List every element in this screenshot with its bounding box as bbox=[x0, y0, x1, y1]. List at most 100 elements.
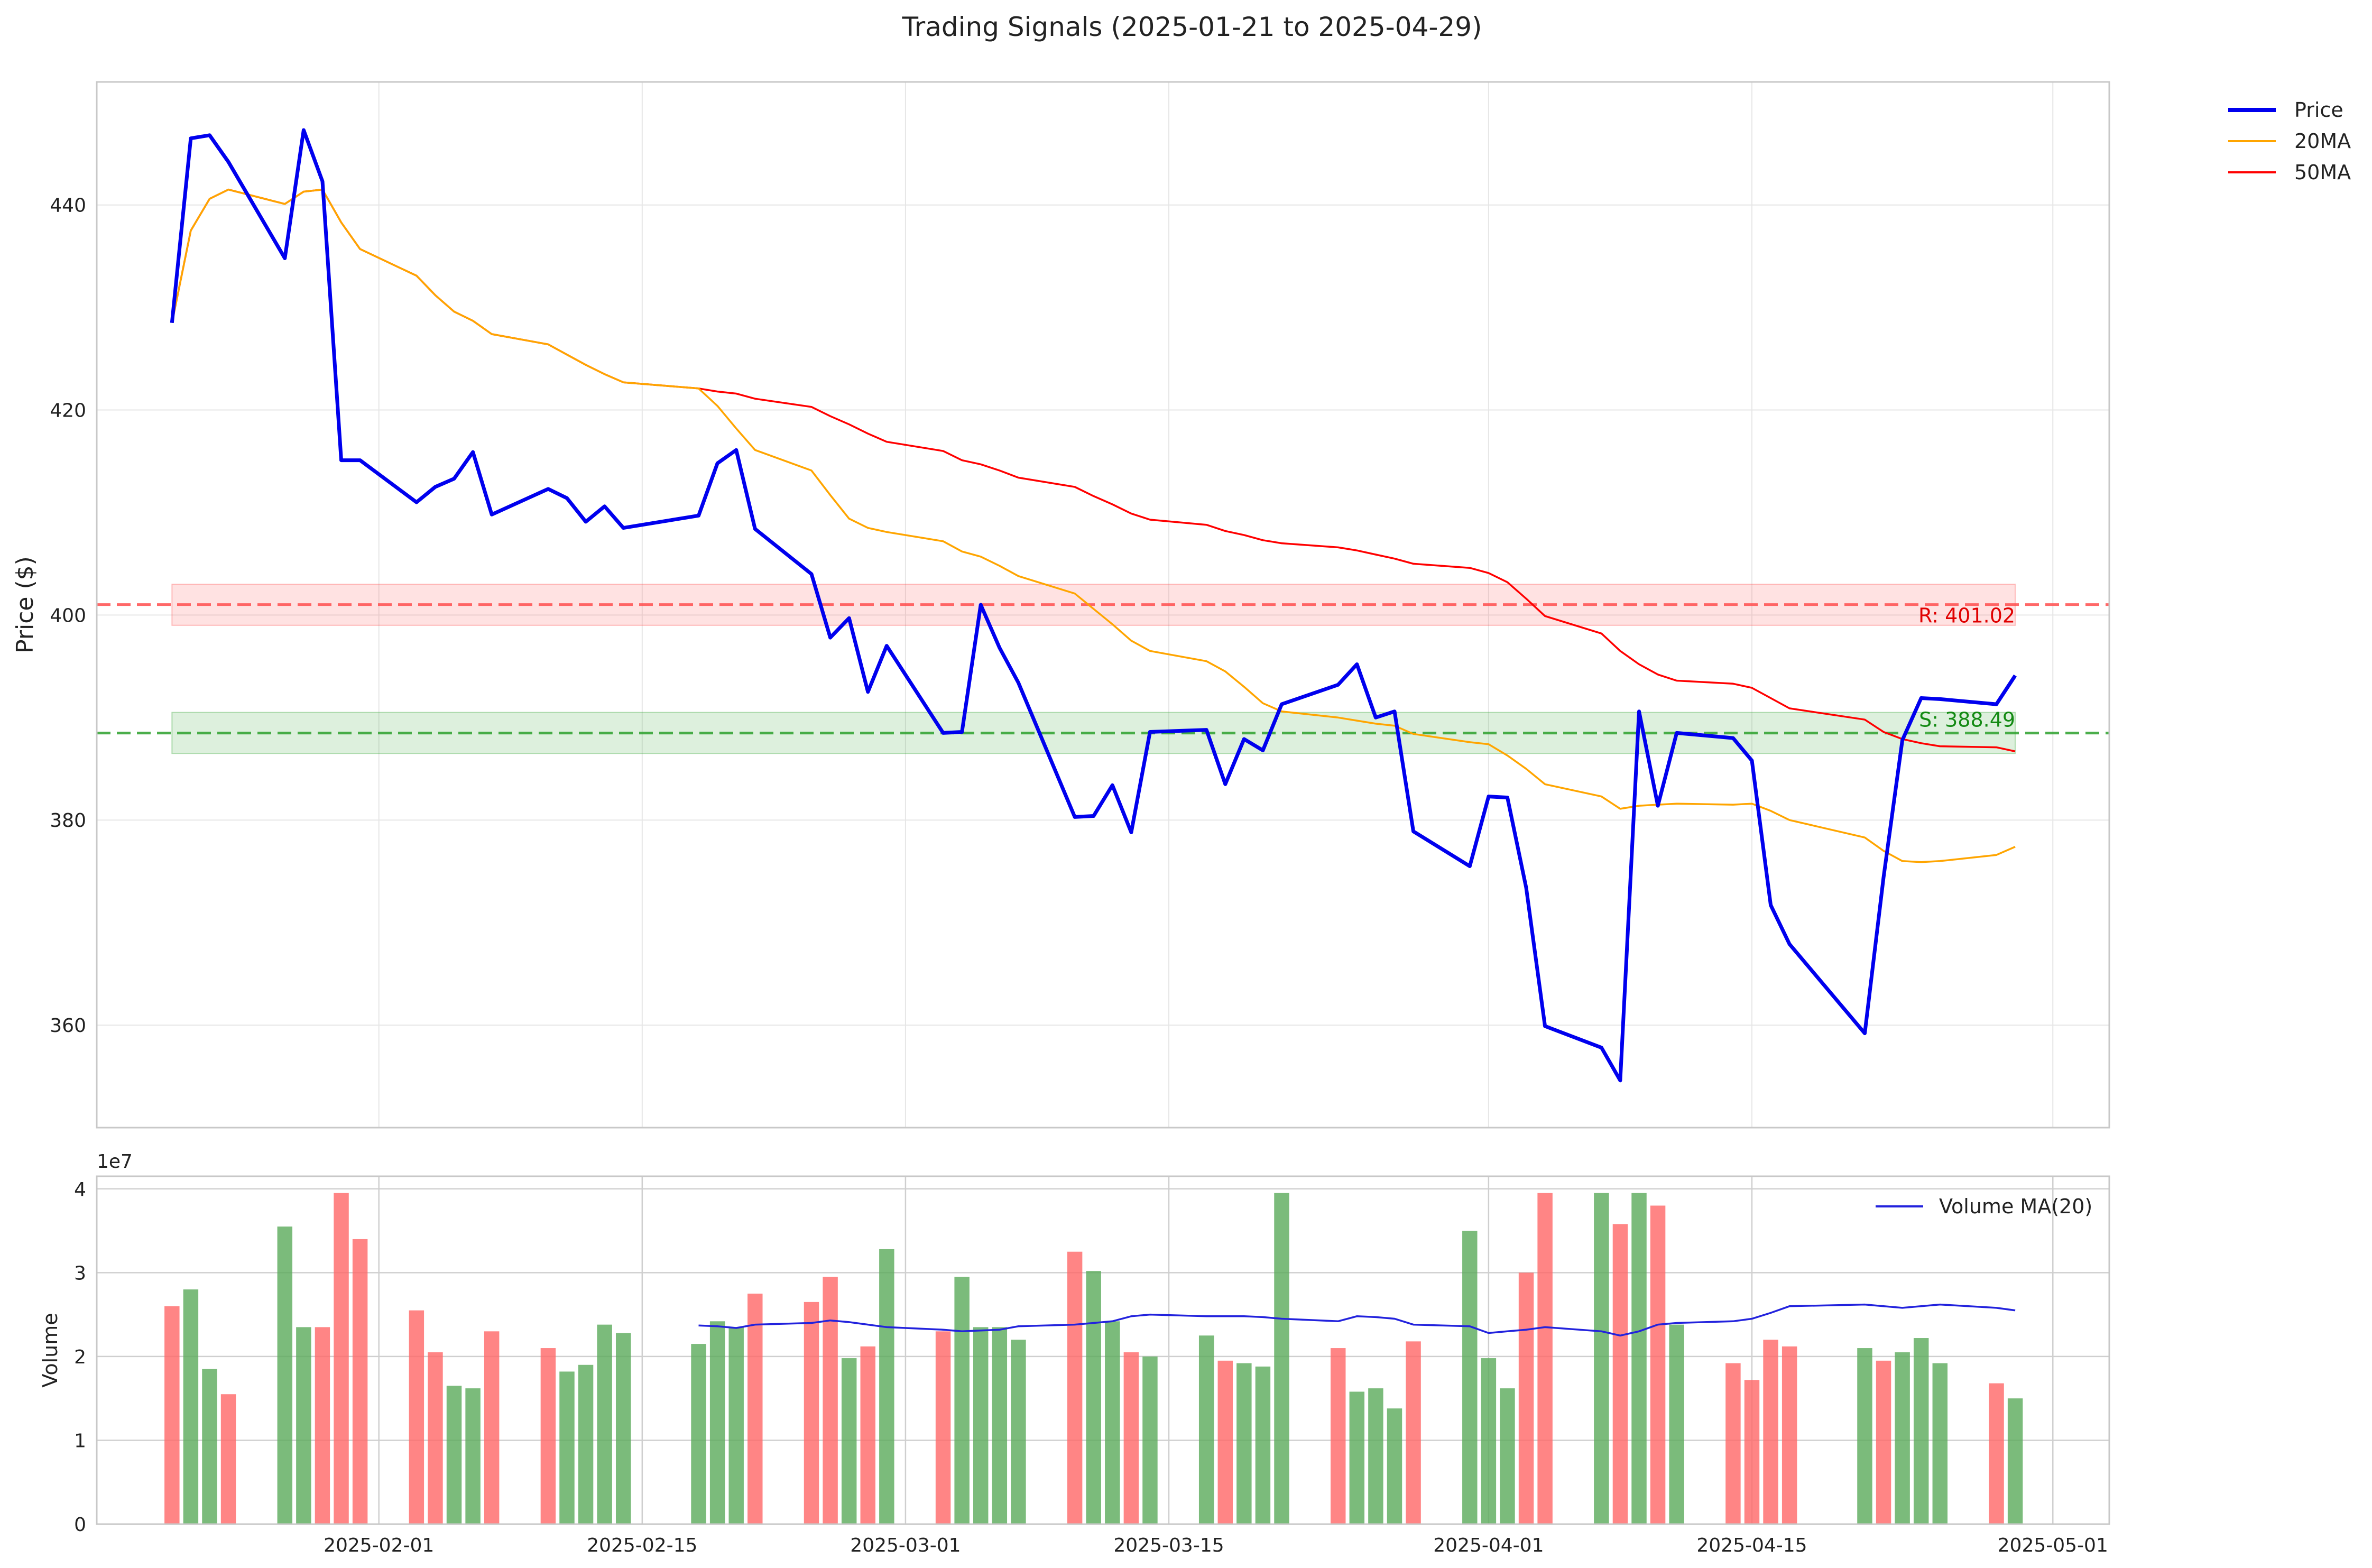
volume-bar bbox=[1612, 1224, 1628, 1524]
volume-bar bbox=[334, 1193, 349, 1524]
volume-bar bbox=[691, 1344, 706, 1524]
volume-bar bbox=[1331, 1348, 1346, 1524]
price-line bbox=[170, 128, 2017, 1083]
volume-y-tick-labels: 0 1 2 3 4 bbox=[74, 1179, 86, 1536]
volume-ma-line bbox=[698, 1303, 2016, 1337]
volume-y-axis-label: Volume bbox=[39, 1313, 62, 1387]
volume-bar bbox=[1913, 1338, 1929, 1524]
volume-bar bbox=[823, 1277, 838, 1524]
volume-legend: Volume MA(20) bbox=[1876, 1195, 2092, 1218]
volume-bar bbox=[1387, 1408, 1402, 1524]
volume-bar bbox=[935, 1331, 951, 1524]
volume-bar bbox=[1067, 1251, 1083, 1524]
volume-bar bbox=[446, 1386, 462, 1524]
volume-bar bbox=[1669, 1324, 1684, 1524]
volume-bar bbox=[1518, 1272, 1534, 1524]
volume-bar bbox=[1349, 1391, 1365, 1524]
legend-label-volume-ma: Volume MA(20) bbox=[1939, 1195, 2092, 1218]
volume-bar bbox=[1989, 1383, 2004, 1524]
price-plot-frame bbox=[96, 81, 2110, 1129]
volume-bar bbox=[1368, 1388, 1383, 1524]
volume-bar bbox=[1500, 1388, 1515, 1524]
volume-bar bbox=[540, 1348, 556, 1524]
volume-bar bbox=[1744, 1380, 1760, 1524]
volume-bar bbox=[1011, 1340, 1026, 1524]
date-x-tick: 2025-02-15 bbox=[587, 1535, 697, 1556]
volume-y-tick: 0 bbox=[74, 1514, 86, 1536]
price-y-tick: 380 bbox=[50, 810, 86, 832]
volume-bar bbox=[841, 1358, 857, 1524]
volume-bar bbox=[1857, 1348, 1872, 1524]
volume-bar bbox=[1631, 1193, 1647, 1524]
volume-bar bbox=[1086, 1271, 1101, 1524]
volume-bar bbox=[409, 1310, 424, 1524]
date-x-tick: 2025-02-01 bbox=[324, 1535, 434, 1556]
volume-y-tick: 1 bbox=[74, 1430, 86, 1452]
price-y-tick: 440 bbox=[50, 195, 86, 217]
volume-bar bbox=[1876, 1360, 1891, 1524]
volume-bar bbox=[1650, 1205, 1666, 1524]
volume-bar bbox=[315, 1327, 330, 1524]
volume-bar bbox=[220, 1394, 236, 1524]
volume-bar bbox=[202, 1369, 217, 1524]
legend-label-50ma: 50MA bbox=[2294, 161, 2351, 184]
legend-label-price: Price bbox=[2294, 98, 2343, 122]
volume-y-tick: 3 bbox=[74, 1262, 86, 1284]
support-label: S: 388.49 bbox=[1919, 708, 2015, 732]
volume-bar bbox=[1406, 1341, 1421, 1524]
price-legend: Price 20MA 50MA bbox=[2228, 98, 2351, 184]
volume-bar bbox=[615, 1333, 631, 1524]
volume-bar bbox=[1142, 1356, 1158, 1524]
volume-bar bbox=[164, 1306, 180, 1524]
volume-bar bbox=[1537, 1193, 1553, 1524]
volume-bar bbox=[804, 1302, 819, 1524]
volume-bar bbox=[1123, 1352, 1139, 1524]
volume-bars bbox=[164, 1193, 2023, 1524]
date-x-tick: 2025-04-15 bbox=[1696, 1535, 1807, 1556]
volume-bar bbox=[1255, 1366, 1271, 1524]
date-x-tick: 2025-05-01 bbox=[1998, 1535, 2108, 1556]
volume-bar bbox=[484, 1331, 500, 1524]
price-series-lines bbox=[170, 128, 2017, 1083]
volume-bar bbox=[1782, 1346, 1797, 1524]
volume-bar bbox=[2007, 1398, 2023, 1524]
volume-y-tick: 2 bbox=[74, 1346, 86, 1368]
volume-bar bbox=[1105, 1321, 1120, 1524]
volume-bar bbox=[1198, 1335, 1214, 1524]
volume-bar bbox=[1763, 1340, 1778, 1524]
volume-bar bbox=[973, 1327, 989, 1524]
volume-bar bbox=[1932, 1363, 1948, 1524]
volume-plot-frame bbox=[96, 1175, 2110, 1525]
price-y-axis-label: Price ($) bbox=[12, 556, 39, 653]
volume-bar bbox=[352, 1239, 368, 1524]
volume-bar bbox=[559, 1371, 575, 1524]
price-y-tick: 420 bbox=[50, 400, 86, 422]
volume-bar bbox=[1895, 1352, 1910, 1524]
volume-panel: 0 1 2 3 4 2025-02-01 2025-02-15 2025-03-01 2025… bbox=[39, 1151, 2110, 1556]
volume-bar bbox=[1462, 1231, 1478, 1524]
volume-bar bbox=[992, 1327, 1008, 1524]
volume-bar bbox=[728, 1327, 744, 1524]
figure-title: Trading Signals (2025-01-21 to 2025-04-2… bbox=[901, 12, 1482, 42]
price-y-tick: 360 bbox=[50, 1015, 86, 1037]
date-x-tick-labels: 2025-02-01 2025-02-15 2025-03-01 2025-03-15… bbox=[324, 1535, 2108, 1556]
volume-bar bbox=[1481, 1358, 1497, 1524]
ma20-line bbox=[171, 188, 2016, 863]
volume-bar bbox=[879, 1249, 894, 1524]
volume-bar bbox=[578, 1364, 594, 1524]
resistance-label: R: 401.02 bbox=[1918, 604, 2015, 628]
volume-bar bbox=[428, 1352, 443, 1524]
price-panel: 360 380 400 420 440 Price ($) R: 401.02 S: 3… bbox=[12, 81, 2110, 1129]
support-resistance-bands bbox=[97, 584, 2109, 754]
volume-bar bbox=[183, 1289, 199, 1524]
volume-bar bbox=[277, 1226, 293, 1524]
date-x-tick: 2025-03-01 bbox=[850, 1535, 961, 1556]
volume-bar bbox=[860, 1346, 875, 1524]
volume-y-tick: 4 bbox=[74, 1179, 86, 1201]
date-x-tick: 2025-04-01 bbox=[1433, 1535, 1544, 1556]
volume-offset-label: 1e7 bbox=[97, 1151, 133, 1173]
volume-ma-polyline bbox=[698, 1303, 2016, 1337]
legend-label-20ma: 20MA bbox=[2294, 130, 2351, 153]
volume-bar bbox=[1594, 1193, 1609, 1524]
price-y-tick: 400 bbox=[50, 605, 86, 626]
